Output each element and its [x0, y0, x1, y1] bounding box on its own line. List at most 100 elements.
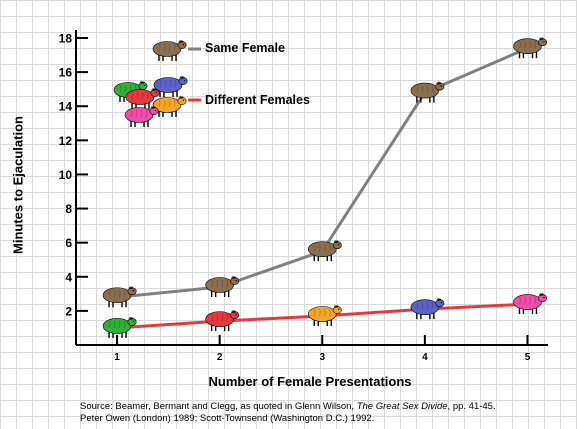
- sheep-ear: [128, 286, 134, 290]
- y-tick-label: 18: [59, 32, 73, 46]
- sheep-body: [153, 77, 183, 93]
- sheep-fleece: [119, 84, 122, 93]
- sheep-body: [102, 318, 132, 334]
- sheep-fleece: [519, 296, 521, 305]
- data-point-sheep-icon: [307, 305, 342, 327]
- sheep-fleece: [318, 243, 321, 252]
- sheep-body: [205, 277, 234, 293]
- y-tick-label: 10: [59, 168, 73, 182]
- sheep-fleece: [145, 109, 148, 118]
- sheep-body: [513, 38, 542, 55]
- sheep-fleece: [168, 43, 171, 52]
- sheep-fleece: [226, 313, 229, 322]
- sheep-fleece: [421, 301, 424, 310]
- legend-sheep-icon: [153, 76, 188, 97]
- legend-sheep-icon: [125, 88, 160, 109]
- sheep-fleece: [108, 290, 111, 298]
- sheep-eye: [132, 290, 135, 292]
- sheep-body: [205, 311, 234, 327]
- sheep-body: [102, 287, 132, 304]
- sheep-fleece: [524, 41, 526, 49]
- data-point-sheep-icon: [513, 293, 547, 315]
- source-line-1-suffix: , pp. 41-45.: [447, 401, 496, 412]
- sheep-eye: [440, 301, 443, 304]
- sheep-fleece: [216, 313, 219, 322]
- sheep-body: [125, 89, 155, 105]
- sheep-eye: [182, 99, 185, 102]
- sheep-eye: [155, 91, 158, 94]
- source-line-2: Peter Owen (London) 1989; Scott-Townsend…: [80, 413, 375, 424]
- sheep-fleece: [118, 290, 121, 298]
- sheep-fleece: [174, 79, 177, 88]
- source-note: Source: Beamer, Bermant and Clegg, as qu…: [80, 401, 496, 425]
- y-tick-label: 14: [59, 100, 73, 114]
- sheep-fleece: [328, 308, 331, 317]
- sheep-fleece: [173, 99, 176, 108]
- sheep-fleece: [123, 290, 126, 298]
- y-tick-label: 8: [65, 202, 72, 216]
- sheep-fleece: [164, 79, 167, 88]
- sheep-body: [124, 107, 154, 123]
- sheep-body: [307, 241, 337, 257]
- data-point-sheep-icon: [307, 240, 342, 262]
- sheep-fleece: [519, 41, 521, 49]
- legend-sheep-icon: [124, 106, 159, 127]
- data-point-sheep-icon: [205, 310, 240, 332]
- sheep-fleece: [130, 109, 133, 118]
- sheep-eye: [338, 243, 340, 246]
- sheep-fleece: [534, 41, 536, 49]
- sheep-fleece: [135, 109, 138, 118]
- sheep-ear: [178, 96, 184, 99]
- x-tick-label: 4: [422, 352, 428, 363]
- sheep-fleece: [426, 301, 429, 310]
- sheep-fleece: [169, 79, 172, 88]
- sheep-ear: [150, 106, 156, 109]
- sheep-ear: [179, 76, 185, 79]
- source-line-1-prefix: Source: Beamer, Bermant and Clegg, as qu…: [80, 401, 357, 412]
- sheep-fleece: [211, 279, 214, 288]
- sheep-ear: [436, 81, 442, 85]
- sheep-ear: [436, 298, 442, 302]
- x-tick-label: 3: [319, 352, 325, 363]
- data-point-sheep-icon: [205, 276, 240, 298]
- sheep-eye: [543, 296, 545, 299]
- sheep-fleece: [318, 308, 321, 317]
- legend-sheep-icon: [152, 40, 187, 61]
- sheep-fleece: [431, 301, 434, 310]
- sheep-fleece: [118, 320, 121, 329]
- y-tick-label: 2: [65, 304, 72, 318]
- legend-label-same-female: Same Female: [205, 41, 285, 55]
- sheep-fleece: [221, 279, 224, 288]
- legend-label-different-females: Different Females: [205, 93, 310, 107]
- sheep-fleece: [529, 296, 531, 305]
- sheep-body: [410, 299, 440, 315]
- sheep-fleece: [211, 313, 214, 322]
- sheep-eye: [154, 109, 157, 112]
- y-axis-label: Minutes to Ejaculation: [10, 116, 26, 254]
- sheep-eye: [235, 279, 237, 282]
- sheep-fleece: [163, 43, 166, 52]
- x-tick-label: 5: [525, 352, 531, 363]
- sheep-ear: [539, 37, 544, 41]
- sheep-body: [152, 41, 182, 57]
- sheep-eye: [183, 79, 186, 82]
- sheep-body: [152, 97, 182, 113]
- sheep-fleece: [113, 290, 116, 298]
- sheep-fleece: [323, 243, 326, 252]
- sheep-fleece: [173, 43, 176, 52]
- sheep-fleece: [124, 84, 127, 93]
- legend-sheep-icon: [152, 96, 187, 117]
- sheep-fleece: [146, 91, 149, 100]
- data-point-sheep-icon: [513, 37, 547, 59]
- sheep-eye: [182, 43, 185, 46]
- sheep-fleece: [313, 243, 316, 252]
- source-book-title: The Great Sex Divide: [356, 401, 448, 412]
- sheep-fleece: [168, 99, 171, 108]
- data-point-sheep-icon: [410, 81, 445, 103]
- sheep-ear: [231, 310, 236, 314]
- sheep-fleece: [141, 91, 144, 100]
- sheep-fleece: [421, 85, 424, 93]
- sheep-fleece: [221, 313, 224, 322]
- sheep-eye: [338, 308, 340, 311]
